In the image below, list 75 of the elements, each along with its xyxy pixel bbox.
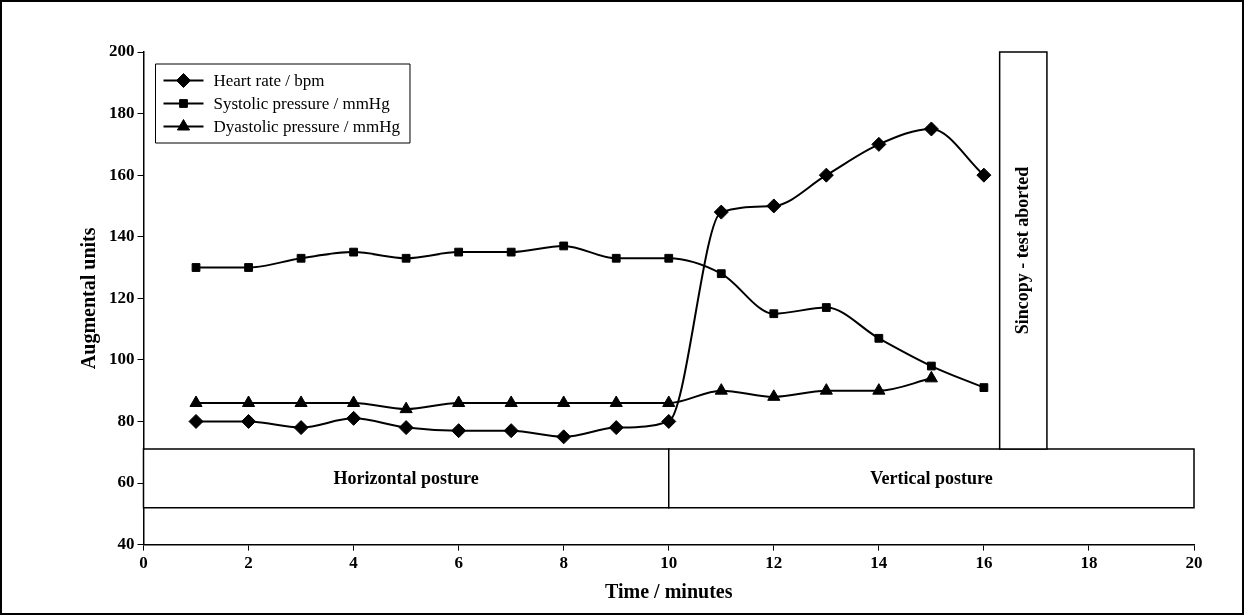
y-tick-label: 160: [109, 164, 135, 184]
point: [399, 401, 413, 414]
point: [664, 253, 674, 263]
point: [401, 253, 411, 263]
point: [979, 383, 989, 392]
x-axis-title: Time / minutes: [605, 580, 733, 603]
band-label: Vertical posture: [870, 468, 993, 488]
legend-label: Heart rate / bpm: [213, 70, 325, 90]
point: [716, 269, 726, 279]
y-tick-label: 200: [109, 41, 135, 61]
point: [609, 395, 623, 407]
point: [769, 309, 779, 319]
point: [661, 413, 677, 429]
x-tick-label: 10: [660, 553, 678, 573]
point: [872, 383, 886, 395]
point: [818, 167, 834, 183]
point: [506, 247, 516, 257]
x-tick-label: 6: [454, 553, 463, 573]
point: [821, 303, 831, 312]
point: [766, 198, 782, 214]
point: [611, 253, 621, 263]
point: [451, 423, 467, 439]
point: [767, 389, 781, 401]
point: [713, 204, 729, 220]
point: [294, 395, 308, 407]
x-tick-label: 16: [975, 553, 993, 573]
point: [503, 423, 519, 439]
band-label: Horizontal posture: [333, 468, 479, 488]
x-tick-label: 4: [349, 553, 359, 573]
point: [608, 420, 624, 436]
point: [714, 383, 728, 395]
point: [976, 167, 992, 183]
x-tick-label: 14: [870, 553, 888, 573]
point: [557, 395, 571, 407]
y-tick-label: 40: [117, 533, 135, 553]
y-tick-label: 120: [109, 287, 135, 307]
point: [244, 263, 253, 272]
y-tick-label: 80: [117, 410, 135, 430]
point: [874, 333, 884, 343]
point: [926, 361, 936, 371]
y-tick-label: 60: [117, 472, 135, 492]
point: [504, 395, 518, 407]
point: [556, 429, 572, 445]
point: [241, 395, 256, 407]
point: [871, 136, 887, 152]
x-tick-label: 20: [1185, 553, 1203, 573]
point: [559, 241, 569, 251]
y-axis-title: Augmental units: [77, 227, 101, 370]
y-tick-label: 140: [109, 226, 135, 246]
point: [188, 413, 204, 429]
y-tick-label: 100: [109, 349, 135, 369]
point: [189, 395, 203, 407]
point: [924, 370, 938, 383]
x-tick-label: 0: [139, 553, 148, 573]
point: [241, 413, 257, 429]
y-tick-label: 180: [109, 102, 135, 122]
band-label: Sincopy - test aborted: [1011, 166, 1032, 335]
point: [662, 395, 676, 407]
legend-label: Dyastolic pressure / mmHg: [213, 116, 401, 136]
point: [923, 121, 939, 137]
x-tick-label: 12: [765, 553, 783, 573]
point: [398, 420, 414, 436]
point: [819, 383, 833, 395]
point: [191, 263, 201, 272]
point: [349, 247, 358, 257]
x-tick-label: 8: [559, 553, 568, 573]
point: [296, 253, 306, 263]
point: [454, 247, 464, 257]
point: [346, 410, 362, 426]
point: [293, 420, 309, 436]
point: [452, 395, 466, 407]
legend-label: Systolic pressure / mmHg: [213, 93, 391, 113]
point: [347, 395, 361, 407]
x-tick-label: 18: [1080, 553, 1098, 573]
x-tick-label: 2: [244, 553, 253, 573]
